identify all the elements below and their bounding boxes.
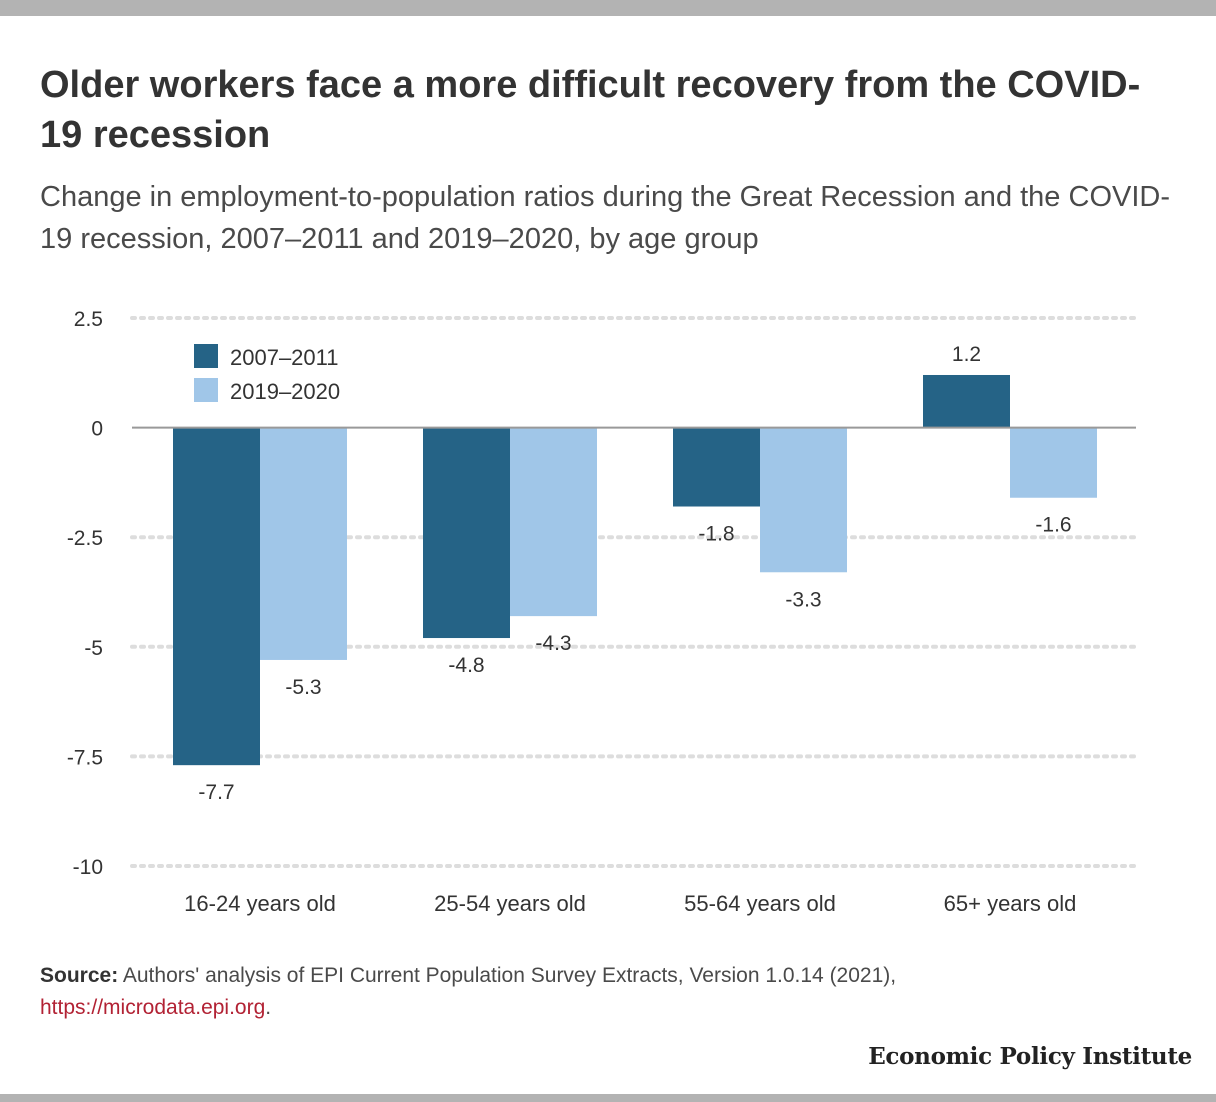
y-tick-label: -5 [84,637,103,660]
y-tick-label: -7.5 [67,746,103,769]
chart-subtitle: Change in employment-to-population ratio… [40,181,1170,255]
source-text: Authors' analysis of EPI Current Populat… [118,964,897,987]
bar [260,427,347,660]
x-tick-label: 25-54 years old [434,891,586,916]
data-label: -5.3 [285,676,321,699]
y-tick-label: 0 [91,418,103,441]
data-label: -1.6 [1035,514,1071,537]
y-tick-label: 2.5 [74,308,103,331]
data-label: 1.2 [952,343,981,366]
bar [760,427,847,573]
bar [1010,427,1097,498]
x-tick-label: 55-64 years old [684,891,836,916]
data-label: -7.7 [198,781,234,804]
x-tick-label: 65+ years old [944,891,1077,916]
top-border-band [0,0,1216,16]
legend-label: 2007–2011 [230,345,339,370]
data-label: -4.8 [448,654,484,677]
bar [673,427,760,507]
source-end: . [265,996,272,1019]
data-label: -3.3 [785,588,821,611]
bar [173,427,260,766]
legend-swatch [194,378,218,402]
bottom-border-band [0,1094,1216,1102]
legend-label: 2019–2020 [230,379,340,404]
brand-logo: Economic Policy Institute [868,1043,1192,1070]
bar [510,427,597,617]
y-tick-label: -2.5 [67,527,103,550]
bar [923,374,1010,428]
source-label: Source: [40,964,119,987]
bar [423,427,510,639]
data-label: -4.3 [535,632,571,655]
x-tick-label: 16-24 years old [184,891,336,916]
legend-swatch [194,344,218,368]
chart-title: Older workers face a more difficult reco… [40,64,1141,156]
y-tick-label: -10 [73,856,103,879]
source-note: Source: Authors' analysis of EPI Current… [40,960,1040,1024]
data-label: -1.8 [698,523,734,546]
source-link[interactable]: https://microdata.epi.org [40,996,266,1019]
bar-chart: 2.5 0 -2.5 -5 -7.5 -10 -7.7 -5.3 16-24 years old… [67,308,1138,916]
